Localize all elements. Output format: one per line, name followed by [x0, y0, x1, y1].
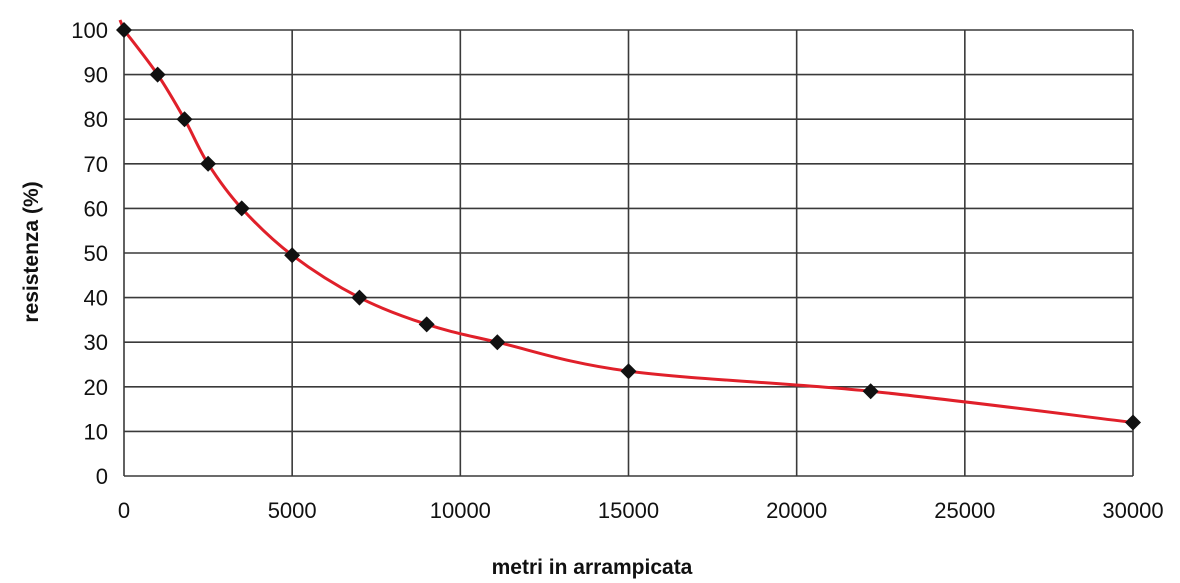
x-tick-label: 25000: [934, 498, 995, 523]
y-tick-label: 100: [71, 18, 108, 43]
data-point-marker: [1125, 414, 1141, 431]
data-point-marker: [351, 289, 368, 306]
x-tick-label: 5000: [268, 498, 317, 523]
x-tick-label: 30000: [1102, 498, 1163, 523]
x-tick-label: 15000: [598, 498, 659, 523]
y-tick-label: 10: [84, 419, 108, 444]
y-tick-label: 20: [84, 375, 108, 400]
x-tick-label: 10000: [430, 498, 491, 523]
y-tick-label: 70: [84, 152, 108, 177]
y-tick-label: 40: [84, 286, 108, 311]
y-tick-label: 60: [84, 196, 108, 221]
y-tick-label: 50: [84, 241, 108, 266]
data-point-marker: [862, 383, 879, 400]
data-markers: [116, 22, 1141, 431]
data-line: [118, 19, 1134, 424]
data-point-marker: [418, 316, 435, 333]
y-axis-label: resistenza (%): [20, 181, 43, 322]
x-axis-label: metri in arrampicata: [492, 556, 693, 579]
data-point-marker: [284, 247, 301, 264]
data-point-marker: [149, 66, 166, 83]
data-point-marker: [489, 334, 506, 351]
y-tick-label: 0: [96, 464, 108, 489]
data-point-marker: [200, 155, 217, 172]
y-tick-label: 30: [84, 330, 108, 355]
y-tick-label: 90: [84, 63, 108, 88]
data-point-marker: [620, 363, 637, 380]
x-tick-label: 20000: [766, 498, 827, 523]
y-tick-label: 80: [84, 107, 108, 132]
data-point-marker: [116, 22, 132, 38]
y-axis-ticks: 0 10 20 30 40 50 60 70 80 90 100: [71, 18, 108, 489]
x-axis-ticks: 0 5000 10000 15000 20000 25000 30000: [118, 498, 1164, 523]
grid-lines: [123, 29, 1134, 477]
x-tick-label: 0: [118, 498, 130, 523]
data-point-marker: [176, 111, 193, 128]
data-point-marker: [233, 200, 250, 217]
